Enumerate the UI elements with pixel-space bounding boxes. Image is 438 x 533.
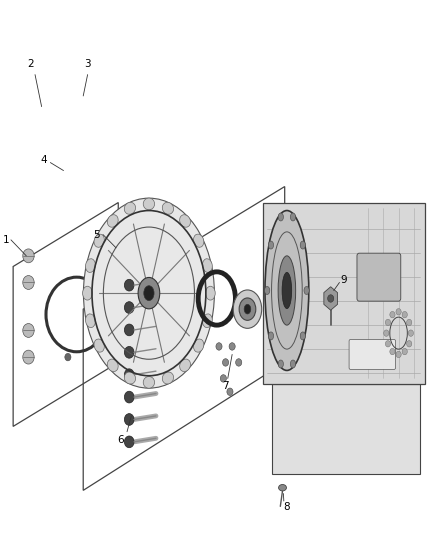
Circle shape [124,436,134,448]
Circle shape [23,276,34,289]
Circle shape [124,369,134,381]
Circle shape [124,346,134,358]
Ellipse shape [282,272,292,309]
Circle shape [229,343,235,350]
Ellipse shape [83,286,92,300]
Ellipse shape [239,298,256,320]
Polygon shape [272,384,420,474]
Ellipse shape [124,203,135,214]
Circle shape [220,375,226,382]
Ellipse shape [278,360,283,368]
Ellipse shape [278,213,283,221]
Ellipse shape [300,332,305,340]
Text: 9: 9 [340,275,347,285]
Ellipse shape [144,286,154,301]
Circle shape [385,319,391,326]
Circle shape [402,311,407,318]
Ellipse shape [107,215,118,227]
Circle shape [223,359,229,366]
Ellipse shape [265,211,309,370]
Circle shape [406,319,412,326]
Ellipse shape [94,339,104,352]
Ellipse shape [143,376,155,388]
Circle shape [384,330,389,336]
Circle shape [124,302,134,313]
Circle shape [406,341,412,347]
Ellipse shape [85,314,95,328]
Ellipse shape [107,359,118,372]
FancyBboxPatch shape [349,340,396,369]
Ellipse shape [300,241,305,249]
Ellipse shape [84,198,215,388]
Text: 5: 5 [93,230,100,239]
Circle shape [396,309,401,315]
Circle shape [396,351,401,358]
Ellipse shape [244,304,251,314]
Ellipse shape [304,286,309,294]
Circle shape [227,388,233,395]
Text: 4: 4 [40,155,47,165]
Ellipse shape [290,213,296,221]
Circle shape [65,353,71,361]
Text: 6: 6 [117,435,124,445]
Ellipse shape [202,314,212,328]
Ellipse shape [268,241,274,249]
Text: 8: 8 [283,503,290,512]
Circle shape [408,330,413,336]
Text: 1: 1 [3,235,10,245]
Ellipse shape [233,290,261,328]
Ellipse shape [143,198,155,210]
Circle shape [124,324,134,336]
Circle shape [124,279,134,291]
Text: 7: 7 [222,382,229,391]
Ellipse shape [194,339,204,352]
Polygon shape [324,287,338,310]
Ellipse shape [94,234,104,247]
Ellipse shape [278,256,296,325]
Ellipse shape [85,259,95,272]
Ellipse shape [279,484,286,491]
Ellipse shape [265,286,270,294]
Ellipse shape [194,234,204,247]
Circle shape [390,311,395,318]
Polygon shape [263,203,425,384]
Ellipse shape [202,259,212,272]
Ellipse shape [162,203,173,214]
Circle shape [216,343,222,350]
Ellipse shape [138,278,160,309]
FancyBboxPatch shape [357,253,401,301]
Circle shape [23,324,34,337]
Circle shape [23,249,34,263]
Circle shape [385,341,391,347]
Ellipse shape [205,286,215,300]
Ellipse shape [180,215,191,227]
Ellipse shape [180,359,191,372]
Circle shape [328,295,334,302]
Text: 3: 3 [84,59,91,69]
Circle shape [390,349,395,355]
Ellipse shape [162,372,173,384]
Ellipse shape [290,360,296,368]
Circle shape [402,349,407,355]
Circle shape [124,391,134,403]
Circle shape [236,359,242,366]
Ellipse shape [268,332,274,340]
Text: 2: 2 [27,59,34,69]
Circle shape [124,414,134,425]
Ellipse shape [124,372,135,384]
Circle shape [23,350,34,364]
